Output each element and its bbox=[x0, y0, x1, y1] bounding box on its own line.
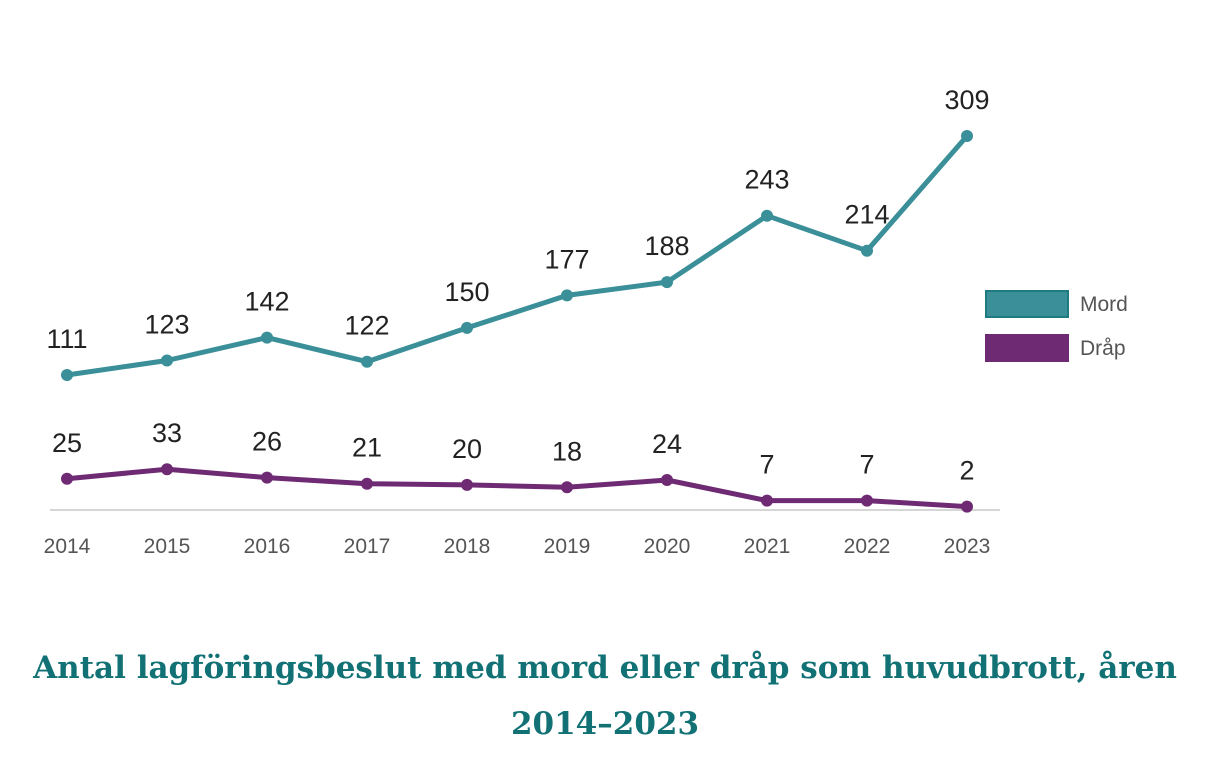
data-label: 243 bbox=[744, 165, 789, 195]
x-tick-label: 2022 bbox=[844, 535, 891, 558]
series-1: 111 123 142 122 150 177 188 243 214 309 bbox=[46, 85, 989, 381]
data-point bbox=[261, 332, 273, 344]
x-tick-label: 2023 bbox=[944, 535, 991, 558]
legend-label: Dråp bbox=[1080, 337, 1126, 360]
data-label: 7 bbox=[759, 450, 774, 480]
data-point bbox=[561, 481, 573, 493]
legend: Mord Dråp bbox=[986, 291, 1128, 361]
data-label: 25 bbox=[52, 428, 82, 458]
data-point bbox=[961, 501, 973, 513]
data-point bbox=[961, 130, 973, 142]
data-point bbox=[161, 355, 173, 367]
data-point bbox=[161, 463, 173, 475]
x-tick-label: 2019 bbox=[544, 535, 591, 558]
data-label: 18 bbox=[552, 436, 582, 466]
x-tick-label: 2015 bbox=[144, 535, 191, 558]
data-label: 177 bbox=[544, 244, 589, 274]
legend-swatch bbox=[986, 291, 1068, 317]
data-label: 142 bbox=[244, 287, 289, 317]
data-label: 21 bbox=[352, 433, 382, 463]
data-label: 20 bbox=[452, 434, 482, 464]
data-point bbox=[561, 289, 573, 301]
x-tick-label: 2016 bbox=[244, 535, 291, 558]
x-tick-label: 2021 bbox=[744, 535, 791, 558]
data-point bbox=[661, 474, 673, 486]
x-tick-label: 2020 bbox=[644, 535, 691, 558]
data-label: 24 bbox=[652, 429, 682, 459]
legend-swatch bbox=[986, 335, 1068, 361]
data-label: 309 bbox=[944, 85, 989, 115]
x-axis-ticks: 2014 2015 2016 2017 2018 2019 2020 2021 2022 2023 bbox=[44, 535, 991, 558]
data-point bbox=[661, 276, 673, 288]
data-label: 214 bbox=[844, 200, 889, 230]
data-label: 111 bbox=[46, 324, 87, 354]
data-point bbox=[461, 479, 473, 491]
series-layer: 111 123 142 122 150 177 188 243 214 309 25 33 26 21 20… bbox=[46, 85, 989, 513]
data-point bbox=[361, 356, 373, 368]
data-label: 150 bbox=[444, 277, 489, 307]
data-label: 123 bbox=[144, 310, 189, 340]
data-point bbox=[461, 322, 473, 334]
data-point bbox=[861, 245, 873, 257]
line-chart: 2014 2015 2016 2017 2018 2019 2020 2021 2022 2023… bbox=[0, 0, 1210, 600]
data-point bbox=[761, 495, 773, 507]
data-point bbox=[261, 472, 273, 484]
data-label: 26 bbox=[252, 427, 282, 457]
x-tick-label: 2014 bbox=[44, 535, 91, 558]
data-label: 122 bbox=[344, 311, 389, 341]
series-line bbox=[67, 469, 967, 506]
legend-label: Mord bbox=[1080, 293, 1128, 316]
data-label: 188 bbox=[644, 231, 689, 261]
data-point bbox=[61, 369, 73, 381]
data-point bbox=[761, 210, 773, 222]
x-tick-label: 2017 bbox=[344, 535, 391, 558]
chart-title: Antal lagföringsbeslut med mord eller dr… bbox=[0, 640, 1210, 752]
data-point bbox=[361, 478, 373, 490]
data-point bbox=[61, 473, 73, 485]
series-2: 25 33 26 21 20 18 24 7 7 2 bbox=[52, 418, 975, 512]
data-label: 33 bbox=[152, 418, 182, 448]
data-label: 7 bbox=[859, 450, 874, 480]
data-label: 2 bbox=[959, 456, 974, 486]
series-line bbox=[67, 136, 967, 375]
data-point bbox=[861, 495, 873, 507]
x-tick-label: 2018 bbox=[444, 535, 491, 558]
